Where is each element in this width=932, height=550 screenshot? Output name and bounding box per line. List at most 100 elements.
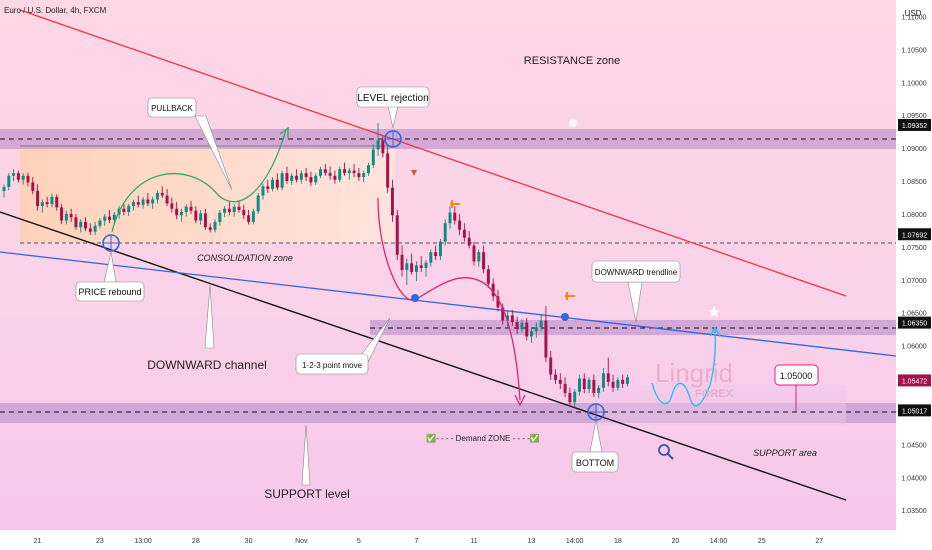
support-level-pointer bbox=[301, 424, 311, 486]
candle bbox=[98, 217, 102, 229]
candle bbox=[227, 202, 231, 216]
price-rebound-label: PRICE rebound bbox=[78, 287, 141, 297]
candle-body bbox=[352, 170, 356, 174]
candle-body bbox=[410, 263, 414, 272]
time-tick-label: 25 bbox=[758, 538, 766, 545]
price-tag-bg bbox=[898, 316, 931, 329]
time-axis[interactable]: 21 23 13:00 28 30 Nov 5 7 11 13 14:00 18 20 14:00 25 27 bbox=[34, 538, 824, 545]
candle-body bbox=[299, 173, 303, 180]
time-tick-label: 13:00 bbox=[134, 538, 152, 545]
candle bbox=[539, 314, 543, 332]
candle bbox=[592, 374, 596, 398]
candle-body bbox=[616, 379, 620, 388]
candle bbox=[165, 188, 169, 207]
candle-body bbox=[563, 383, 567, 394]
hammer-icon-2 bbox=[565, 292, 575, 300]
price-tick-label: 1.09000 bbox=[901, 146, 926, 153]
candle bbox=[338, 166, 342, 183]
price-tag-label: 1.09352 bbox=[902, 123, 927, 130]
candle bbox=[74, 213, 78, 230]
candle bbox=[347, 167, 351, 180]
candle bbox=[362, 170, 366, 183]
time-tick-label: 14:00 bbox=[566, 538, 584, 545]
candle bbox=[64, 210, 68, 225]
candle-body bbox=[606, 373, 610, 382]
bottom-box bbox=[571, 451, 619, 473]
candle bbox=[60, 204, 64, 224]
candle-body bbox=[491, 283, 495, 297]
candle bbox=[549, 350, 553, 380]
time-tick-label: 23 bbox=[96, 538, 104, 545]
candle bbox=[189, 200, 193, 214]
candle bbox=[295, 169, 299, 183]
candle-body bbox=[347, 170, 351, 174]
candle bbox=[146, 192, 150, 207]
candle bbox=[410, 253, 414, 275]
consolidation-zone-label: CONSOLIDATION zone bbox=[197, 253, 293, 263]
price-tag: 1.05472 bbox=[898, 374, 931, 387]
candle bbox=[506, 311, 510, 328]
candle-body bbox=[496, 296, 500, 308]
candles-group bbox=[2, 123, 629, 408]
candle bbox=[477, 249, 481, 267]
point-3-marker bbox=[561, 313, 569, 321]
candle-body bbox=[271, 179, 275, 189]
hammer-icon bbox=[450, 200, 460, 208]
candle bbox=[223, 206, 227, 218]
candle-body bbox=[371, 149, 375, 166]
candle-body bbox=[21, 175, 25, 180]
candle bbox=[563, 377, 567, 398]
chart-title: Euro / U.S. Dollar, 4h, FXCM bbox=[4, 6, 107, 15]
candle bbox=[16, 170, 20, 183]
candle bbox=[160, 186, 164, 199]
time-tick-label: Nov bbox=[295, 538, 308, 545]
candle bbox=[122, 203, 126, 216]
candle bbox=[323, 163, 327, 176]
candle bbox=[467, 231, 471, 249]
time-tick-label: 11 bbox=[470, 538, 477, 545]
candle bbox=[601, 368, 605, 392]
candle bbox=[93, 221, 97, 236]
candle-body bbox=[179, 212, 183, 216]
candle-body bbox=[256, 195, 260, 212]
candle bbox=[462, 223, 466, 242]
candle bbox=[515, 316, 519, 334]
candle-body bbox=[223, 208, 227, 213]
price-tag-bg bbox=[898, 374, 931, 387]
price-tick-label: 1.10000 bbox=[901, 80, 926, 87]
candle bbox=[496, 289, 500, 312]
candle-body bbox=[266, 186, 270, 189]
candle-body bbox=[151, 199, 155, 204]
candle-body bbox=[45, 202, 49, 205]
candle bbox=[26, 172, 30, 187]
price-tag-label: 1.05017 bbox=[902, 408, 927, 415]
candle-body bbox=[414, 265, 418, 272]
candle-body bbox=[170, 203, 174, 209]
candle-body bbox=[242, 210, 246, 216]
candle bbox=[36, 184, 40, 211]
candle bbox=[587, 377, 591, 394]
candle bbox=[510, 310, 514, 326]
candle-body bbox=[203, 213, 207, 228]
price-axis-background bbox=[896, 0, 932, 550]
downward-trendline bbox=[0, 251, 897, 357]
price-rebound-box bbox=[75, 281, 145, 302]
candle bbox=[525, 318, 529, 341]
candle-body bbox=[55, 196, 59, 208]
time-tick-label: 21 bbox=[34, 538, 42, 545]
candle bbox=[558, 373, 562, 390]
candle bbox=[366, 162, 370, 176]
candle-body bbox=[357, 173, 361, 178]
bottom-label: BOTTOM bbox=[576, 458, 614, 468]
point-1-marker bbox=[411, 294, 419, 302]
candle bbox=[266, 179, 270, 193]
price-tick-label: 1.07000 bbox=[901, 278, 926, 285]
candle bbox=[419, 256, 423, 272]
time-tick-label: 20 bbox=[671, 538, 679, 545]
level-rejection-box bbox=[356, 86, 430, 108]
candle bbox=[573, 389, 577, 408]
candle-body bbox=[290, 175, 294, 182]
time-axis-background bbox=[0, 530, 932, 550]
channel-pointer bbox=[204, 284, 215, 349]
